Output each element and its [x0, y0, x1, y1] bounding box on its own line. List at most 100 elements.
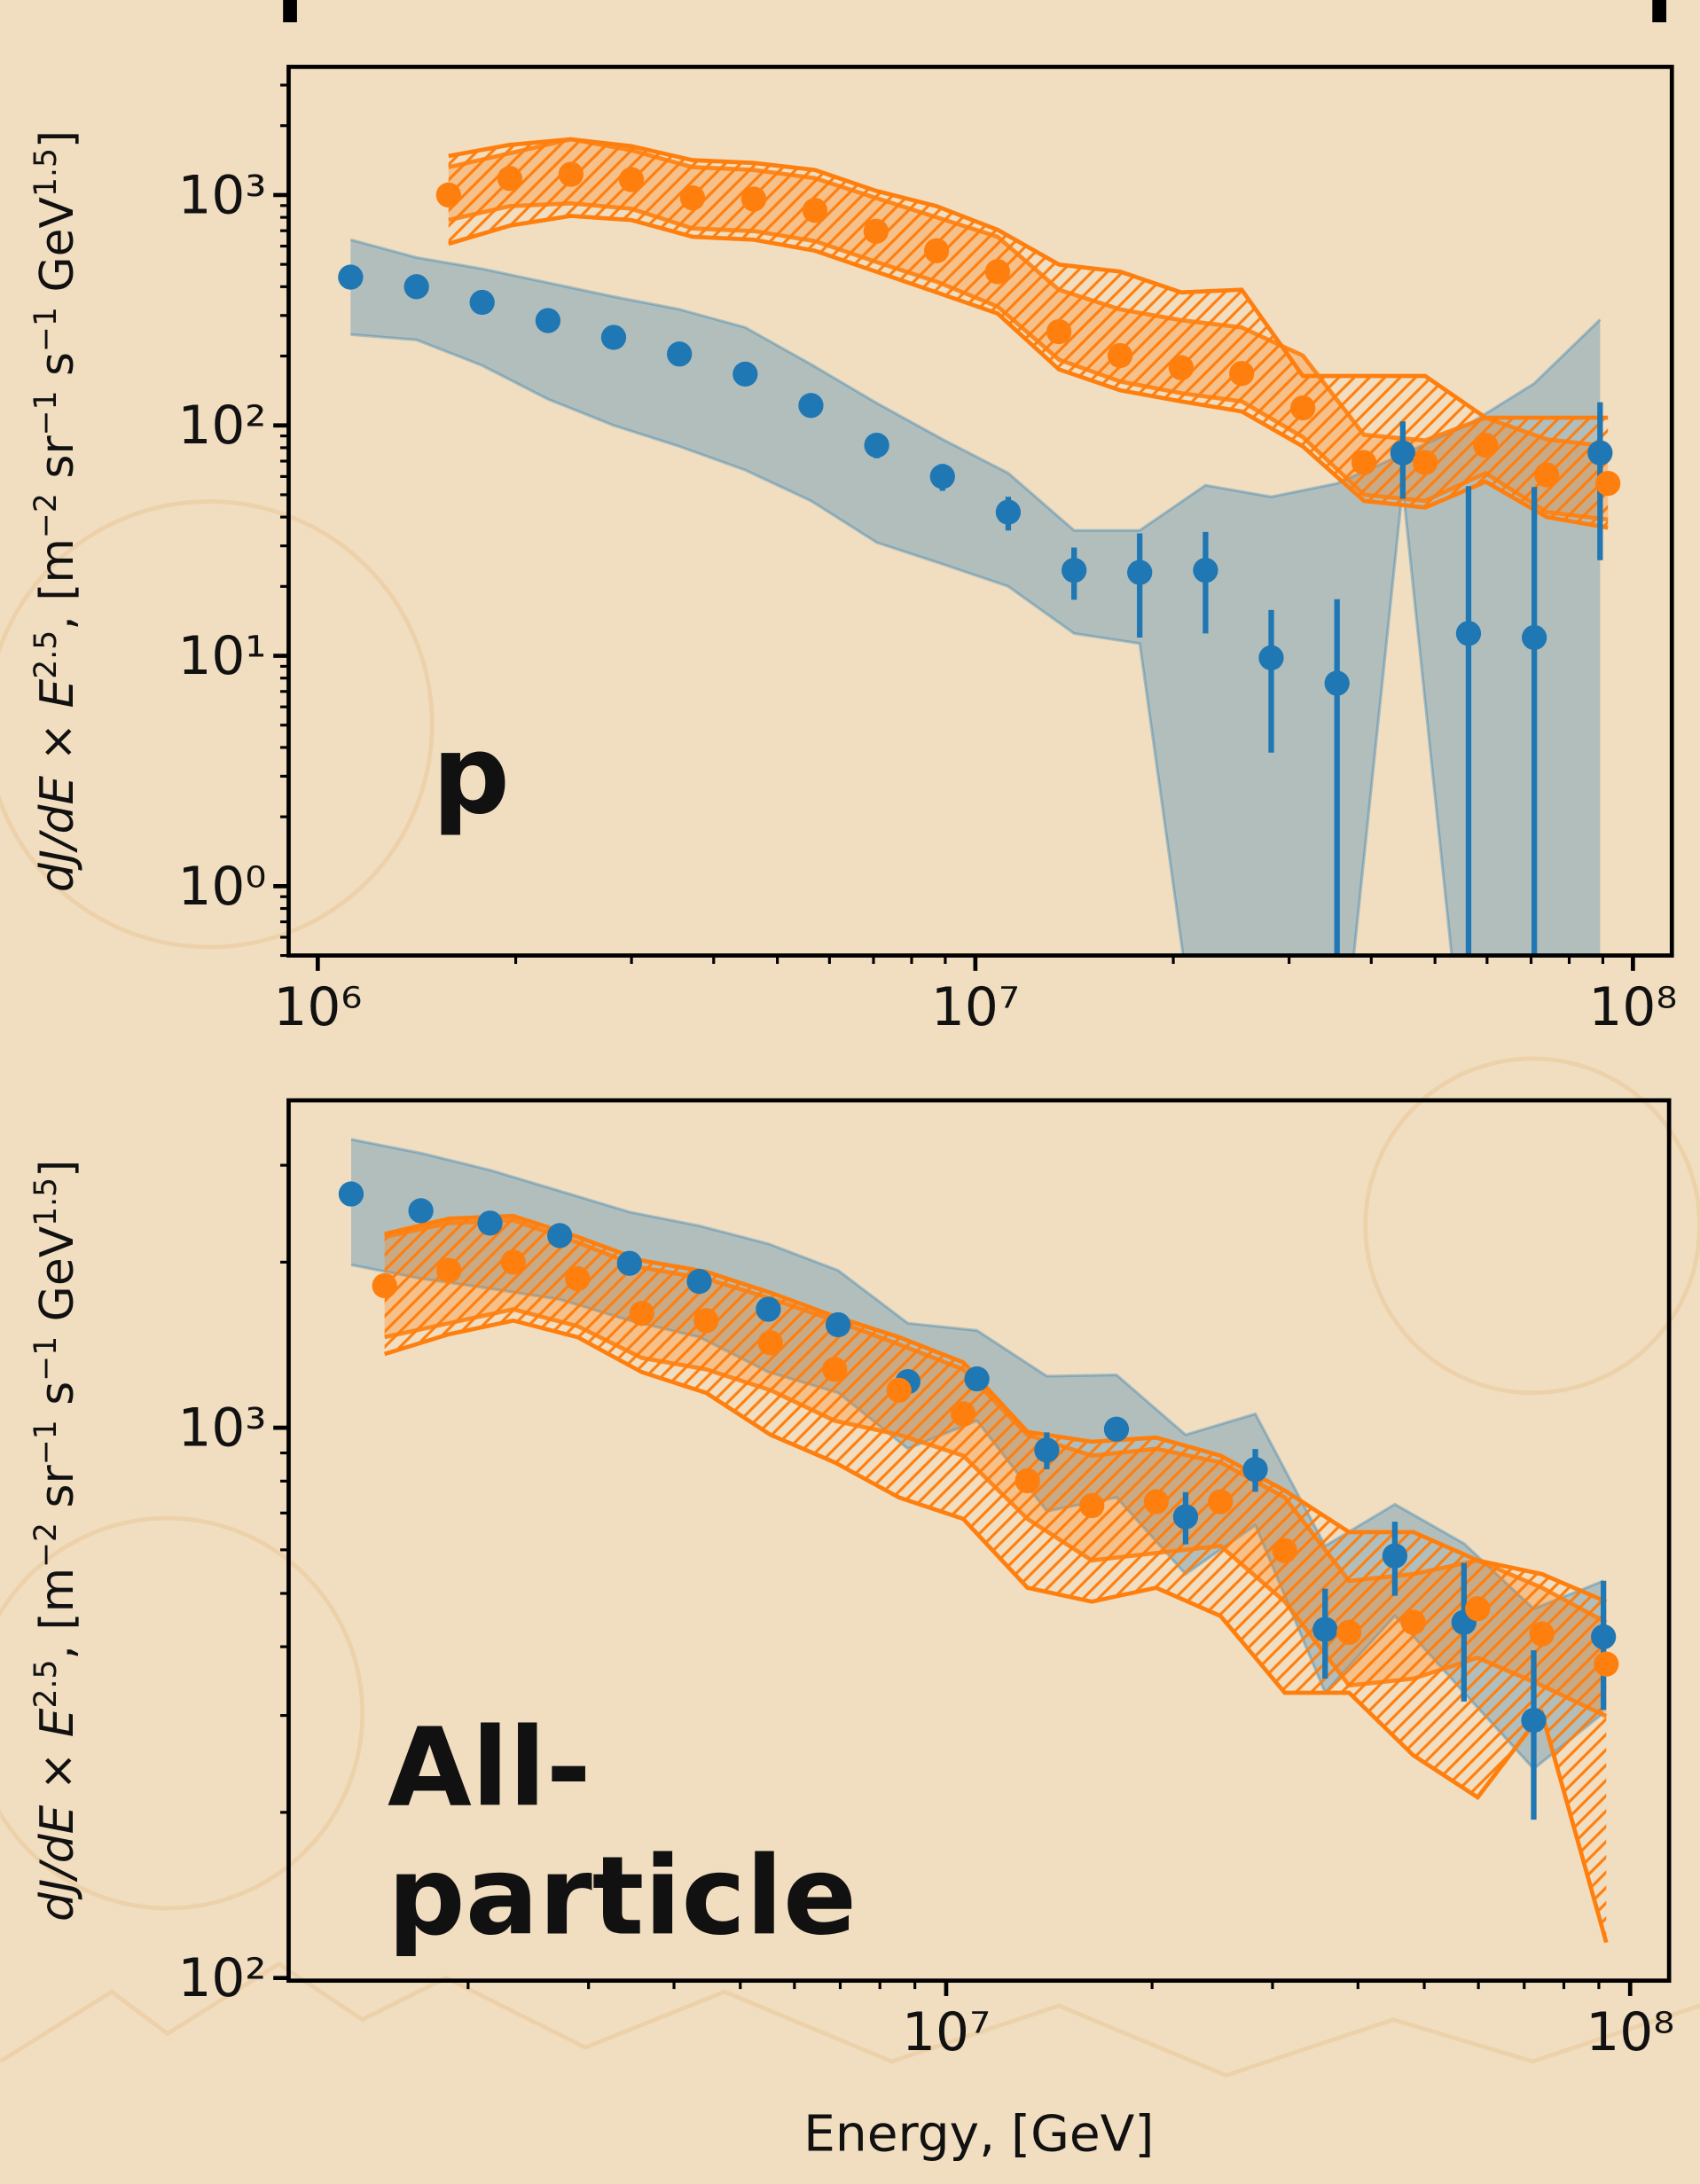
band-edge — [384, 1307, 1608, 1718]
panel-label: p — [432, 711, 510, 838]
y-axis-label-part: −1 — [28, 1336, 64, 1382]
data-point — [408, 1198, 434, 1224]
data-point — [1127, 560, 1153, 585]
x-tick-label: 10⁷ — [902, 2002, 991, 2063]
y-axis-label-part: 1.5 — [28, 148, 64, 197]
data-point — [500, 1249, 526, 1275]
y-tick-label: 10¹ — [177, 626, 266, 687]
data-point — [338, 1181, 364, 1207]
data-point — [1103, 1416, 1130, 1442]
data-point — [616, 1250, 642, 1276]
data-point — [667, 341, 693, 367]
data-point — [435, 182, 461, 208]
y-tick-label: 10² — [177, 395, 266, 457]
band-edge — [350, 333, 1453, 956]
x-tick-label: 10⁸ — [1588, 977, 1677, 1038]
data-point — [1473, 432, 1499, 458]
y-axis-label-part: , [m — [31, 538, 84, 630]
data-point — [477, 1210, 503, 1236]
uncertainty-band — [350, 239, 1601, 956]
y-axis-label-part: GeV — [31, 196, 84, 307]
data-point — [1594, 1651, 1619, 1677]
y-tick-label: 10³ — [177, 165, 266, 226]
frame-edge — [283, 0, 297, 23]
systematic-edge — [448, 214, 1609, 530]
uncertainty-band — [448, 139, 1609, 520]
x-tick-label: 10⁸ — [1586, 2002, 1674, 2063]
data-point — [535, 308, 561, 333]
data-point — [1168, 355, 1195, 380]
data-point — [923, 238, 950, 263]
data-point — [1587, 440, 1613, 466]
data-point — [929, 464, 955, 489]
x-axis-label: Energy, [GeV] — [803, 2105, 1154, 2163]
y-axis-label-part: s — [31, 1382, 84, 1420]
data-point — [1258, 645, 1284, 670]
data-point — [822, 1357, 848, 1382]
y-axis-label-part: dJ/dE × E — [31, 678, 84, 892]
y-axis-label-part: −1 — [28, 307, 64, 352]
y-axis-label-part: 1.5 — [28, 1178, 64, 1226]
data-point — [1242, 1457, 1268, 1483]
data-point — [1382, 1543, 1408, 1569]
band-edge — [350, 1138, 1604, 1611]
data-point — [1390, 440, 1415, 466]
data-point — [1529, 1621, 1555, 1647]
band-edge — [448, 200, 1609, 522]
systematic-edge — [384, 1213, 1608, 1604]
data-point — [802, 198, 828, 223]
y-axis-label-part: −1 — [28, 1420, 64, 1465]
data-point — [1534, 462, 1560, 488]
y-axis-label-part: ] — [31, 130, 84, 148]
data-point — [497, 166, 523, 192]
y-axis-label: dJ/dE × E2.5, [m−2 sr−1 s−1 GeV1.5] — [28, 1160, 84, 1922]
data-point — [1465, 1596, 1491, 1622]
axes-frame — [286, 1098, 1672, 1984]
axes-frame — [286, 65, 1674, 958]
data-point — [886, 1377, 912, 1403]
data-point — [618, 167, 645, 192]
systematic-edge — [384, 1318, 1609, 1944]
data-point — [436, 1257, 462, 1283]
data-point — [1046, 318, 1072, 345]
data-point — [995, 499, 1022, 525]
data-point — [984, 259, 1011, 285]
data-point — [1324, 670, 1350, 696]
data-point — [798, 393, 824, 419]
data-point — [1412, 450, 1438, 475]
band-edge — [384, 1217, 1608, 1624]
data-point — [1229, 361, 1255, 387]
data-point — [469, 289, 495, 316]
data-point — [863, 218, 889, 244]
data-point — [1455, 621, 1482, 646]
y-axis-label-part: −2 — [28, 1523, 64, 1568]
data-point — [558, 161, 584, 187]
y-axis-label-part: sr — [31, 1464, 84, 1522]
data-point — [864, 432, 889, 458]
data-point — [1143, 1489, 1169, 1515]
data-point — [1272, 1538, 1297, 1563]
y-axis-label-part: sr — [31, 435, 84, 493]
data-point — [964, 1366, 990, 1392]
y-axis-label-part: 2.5 — [28, 630, 64, 679]
data-point — [1591, 1624, 1617, 1650]
systematic-edge — [448, 137, 1609, 420]
data-point — [1172, 1504, 1199, 1530]
y-axis-label-part: 2.5 — [28, 1660, 64, 1709]
data-point — [1034, 1437, 1060, 1463]
data-point — [1595, 471, 1621, 497]
plot-area — [338, 1138, 1619, 1944]
data-point — [1208, 1489, 1234, 1515]
data-point — [629, 1301, 654, 1327]
data-point — [693, 1308, 719, 1334]
y-axis-label: dJ/dE × E2.5, [m−2 sr−1 s−1 GeV1.5] — [28, 130, 84, 892]
data-point — [1521, 1707, 1547, 1734]
data-point — [951, 1401, 976, 1427]
y-tick-label: 10² — [177, 1948, 266, 2009]
y-axis-label-part: −1 — [28, 390, 64, 435]
data-point — [757, 1330, 783, 1356]
band-edge — [448, 137, 1609, 449]
data-point — [732, 361, 758, 387]
